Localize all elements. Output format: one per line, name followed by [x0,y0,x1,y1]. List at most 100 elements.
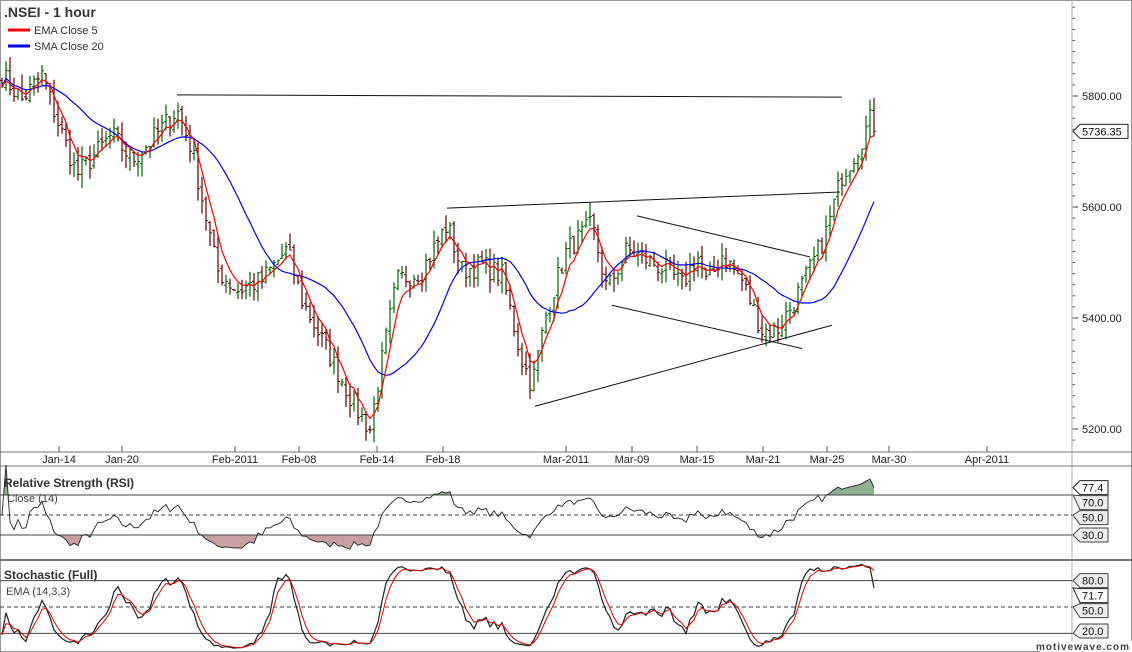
price-bar [732,259,736,275]
rsi-level-label: 30.0 [1082,530,1103,542]
price-bar [388,300,392,344]
price-bar [804,265,808,283]
price-bar [244,280,248,300]
watermark: motivewave.com [1036,642,1130,652]
trendline [446,191,841,209]
price-bar [584,211,588,228]
time-tick-label: Jan-14 [42,454,76,466]
price-bar [136,151,140,177]
price-bar [112,118,116,143]
price-bar [532,360,536,392]
price-bar [404,265,408,288]
trendline [636,215,811,258]
price-bar [872,98,876,137]
price-bar [408,280,412,298]
price-bar [592,213,596,240]
price-bar [288,233,292,251]
price-bar [760,315,764,343]
price-bar [696,251,700,277]
rsi-level-tag [1072,527,1109,543]
price-bar [88,145,92,179]
legend-sma-label: SMA Close 20 [34,41,104,53]
rsi-level-tag [1072,494,1109,511]
price-bar [764,323,768,347]
rsi-oversold-fill [2,535,874,549]
price-bar [848,170,852,184]
last-price-tag [1072,123,1129,139]
time-tick-label: Mar-15 [680,454,715,466]
price-bar [340,379,344,387]
price-bar [572,235,576,255]
price-bar [504,261,508,296]
price-bar [596,224,600,263]
watermark-bg [1040,641,1132,652]
price-bar [436,236,440,256]
rsi-level-tag [1072,510,1109,526]
price-bar [488,248,492,293]
price-bar [72,152,76,178]
price-bar [752,299,756,307]
price-bar [56,101,60,137]
stochastic-title: Stochastic (Full) [4,568,97,582]
price-bar [92,144,96,169]
price-bar [332,347,336,375]
price-bar [788,302,792,324]
price-bar [348,383,352,418]
price-bar [508,284,512,310]
price-bar [400,265,404,279]
price-bar [120,122,124,162]
stoch-level-label: 80.0 [1082,576,1103,588]
price-bar [396,269,400,291]
price-bar [536,350,540,383]
price-bar [544,311,548,334]
time-axis[interactable]: Jan-14 Jan-20 Feb-2011 Feb-08 Feb-14 Feb-18 Ma… [42,446,1009,466]
price-bar [304,292,308,311]
price-bar [564,241,568,275]
price-bar [4,61,8,92]
price-bar [240,279,244,300]
stochastic-subtitle: EMA (14,3,3) [6,586,70,598]
price-bar [728,260,732,272]
price-bar [712,256,716,272]
price-bar [496,257,500,287]
price-bar [736,265,740,275]
price-tick-label: 5200.00 [1082,424,1122,436]
time-tick-label: Jan-20 [105,454,139,466]
price-bar [60,116,64,134]
time-tick-label: Mar-25 [810,454,845,466]
rsi-panel[interactable]: 77.4 70.0 50.0 30.0 [0,464,1109,550]
price-bar [164,104,168,130]
stochastic-panel[interactable]: 80.0 71.7 50.0 20.0 [0,563,1109,649]
price-bar [620,261,624,282]
price-bar [392,282,396,313]
price-bar [416,274,420,285]
price-bar [500,256,504,294]
price-bar [516,322,520,357]
price-bar [204,196,208,231]
price-bar [856,154,860,171]
price-bar [64,122,68,148]
price-bar [868,99,872,138]
stoch-level-label: 50.0 [1082,606,1103,618]
rsi-subtitle: Close (14) [7,493,58,505]
price-bar [24,89,28,101]
chart-title: .NSEI - 1 hour [4,4,96,20]
price-bar [116,126,120,142]
price-bar [224,274,228,294]
price-bar [200,176,204,214]
price-bar [264,260,268,284]
price-bar [80,146,84,188]
price-bar [464,252,468,288]
price-bar [612,269,616,293]
price-bar [364,411,368,441]
price-bar [588,202,592,227]
price-panel[interactable]: 5200.00 5400.00 5600.00 5800.00 5736.35 [0,6,1129,443]
price-bar [816,238,820,261]
price-bar [220,264,224,286]
price-bar [272,259,276,278]
price-bar [360,407,364,422]
price-tick-label: 5400.00 [1082,313,1122,325]
price-bar [372,396,376,443]
